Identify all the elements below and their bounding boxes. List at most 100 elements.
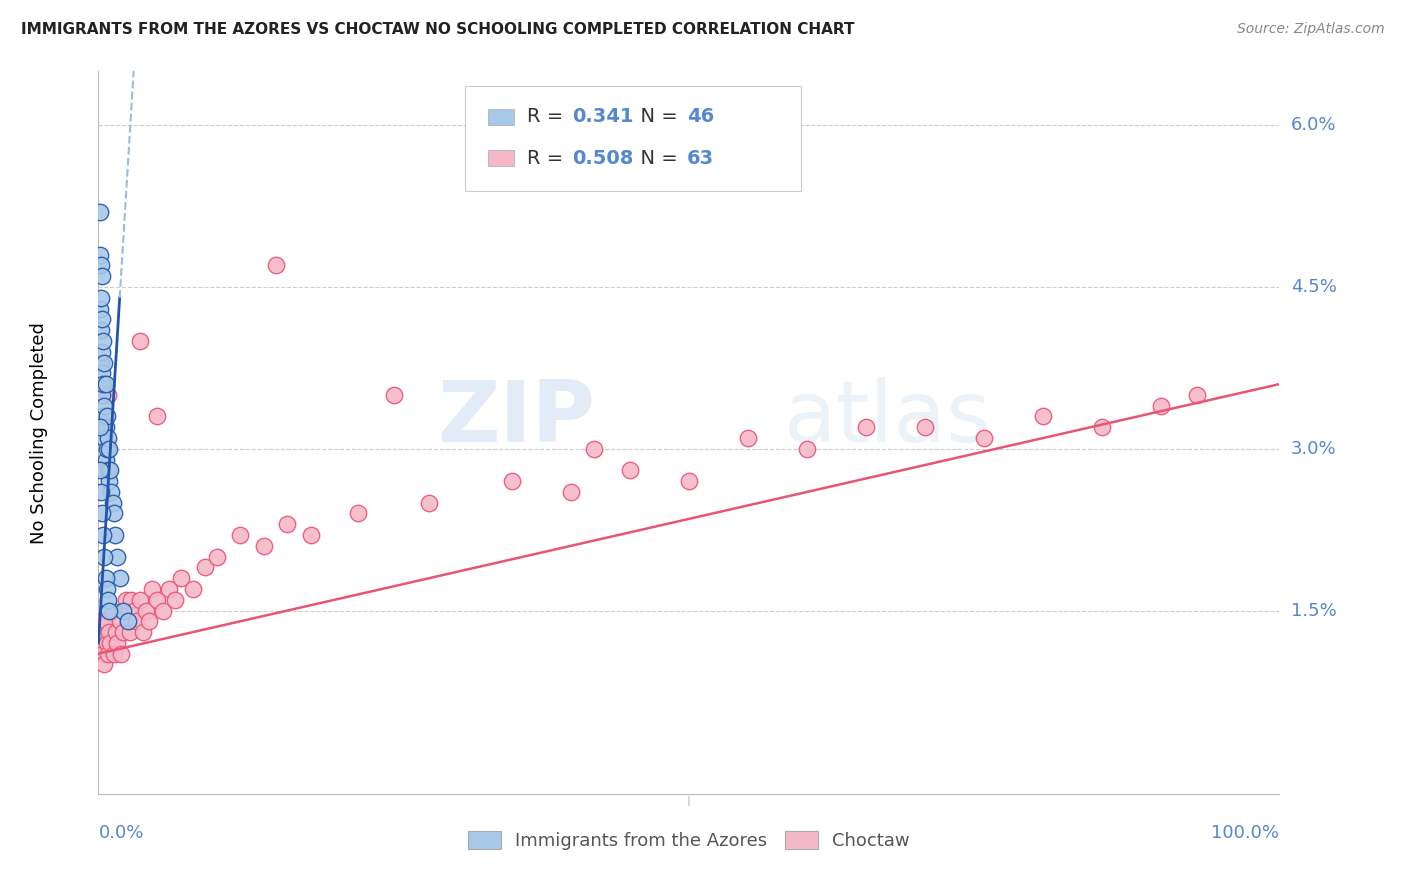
Point — [91, 388, 114, 402]
Point — [91, 367, 114, 381]
Point — [98, 625, 121, 640]
Point — [101, 603, 124, 617]
Point — [253, 539, 276, 553]
Point — [91, 269, 114, 284]
Point — [96, 442, 118, 456]
Point — [91, 409, 114, 424]
Point — [141, 582, 163, 596]
Point — [93, 625, 115, 640]
Point — [90, 323, 112, 337]
Text: IMMIGRANTS FROM THE AZORES VS CHOCTAW NO SCHOOLING COMPLETED CORRELATION CHART: IMMIGRANTS FROM THE AZORES VS CHOCTAW NO… — [21, 22, 855, 37]
Point — [973, 431, 995, 445]
Point — [104, 528, 127, 542]
Point — [101, 496, 124, 510]
Point — [98, 603, 121, 617]
Point — [737, 431, 759, 445]
Point — [100, 484, 122, 499]
Point — [165, 592, 187, 607]
Point — [93, 355, 115, 369]
Text: ZIP: ZIP — [437, 376, 595, 459]
Text: No Schooling Completed: No Schooling Completed — [31, 322, 48, 543]
Text: R =: R = — [527, 107, 569, 127]
Point — [855, 420, 877, 434]
Text: 0.0%: 0.0% — [98, 824, 143, 842]
Point — [796, 442, 818, 456]
Point — [560, 484, 582, 499]
Text: 100.0%: 100.0% — [1212, 824, 1279, 842]
Point — [90, 259, 112, 273]
Point — [89, 463, 111, 477]
Text: 3.0%: 3.0% — [1291, 440, 1336, 458]
Point — [98, 636, 121, 650]
Point — [91, 507, 114, 521]
Point — [89, 301, 111, 316]
Text: 6.0%: 6.0% — [1291, 116, 1336, 135]
Text: N =: N = — [627, 149, 683, 168]
Point — [93, 399, 115, 413]
Point — [89, 625, 111, 640]
Point — [121, 592, 143, 607]
Point — [103, 647, 125, 661]
Point — [105, 549, 128, 564]
Point — [205, 549, 228, 564]
Point — [181, 582, 204, 596]
Point — [194, 560, 217, 574]
Point — [110, 647, 132, 661]
Point — [91, 615, 114, 629]
Point — [89, 420, 111, 434]
Point — [93, 549, 115, 564]
Point — [98, 474, 121, 488]
Point — [91, 312, 114, 326]
Point — [94, 571, 117, 585]
Point — [108, 615, 131, 629]
Point — [114, 592, 136, 607]
Point — [98, 463, 121, 477]
Point — [94, 615, 117, 629]
Point — [94, 377, 117, 392]
Point — [90, 636, 112, 650]
Legend: Immigrants from the Azores, Choctaw: Immigrants from the Azores, Choctaw — [461, 823, 917, 857]
FancyBboxPatch shape — [488, 150, 515, 166]
Point — [96, 582, 118, 596]
Point — [678, 474, 700, 488]
Point — [125, 615, 148, 629]
Point — [128, 334, 150, 348]
FancyBboxPatch shape — [464, 86, 801, 191]
Text: 0.508: 0.508 — [572, 149, 633, 168]
Point — [264, 259, 287, 273]
Point — [170, 571, 193, 585]
Point — [91, 344, 114, 359]
Point — [146, 409, 169, 424]
Point — [1185, 388, 1208, 402]
Point — [89, 248, 111, 262]
Point — [132, 625, 155, 640]
Text: R =: R = — [527, 149, 569, 168]
Point — [146, 592, 169, 607]
Point — [94, 420, 117, 434]
Point — [347, 507, 370, 521]
Point — [97, 647, 120, 661]
Point — [501, 474, 523, 488]
Point — [97, 592, 120, 607]
Point — [157, 582, 180, 596]
Point — [98, 442, 121, 456]
Point — [93, 463, 115, 477]
Point — [229, 528, 252, 542]
Point — [1150, 399, 1173, 413]
Point — [276, 517, 298, 532]
Point — [94, 452, 117, 467]
Point — [91, 334, 114, 348]
Text: 63: 63 — [686, 149, 714, 168]
Point — [112, 625, 135, 640]
Point — [583, 442, 606, 456]
Point — [96, 409, 118, 424]
Point — [382, 388, 405, 402]
Point — [96, 636, 118, 650]
Point — [105, 636, 128, 650]
Point — [97, 431, 120, 445]
Point — [120, 625, 142, 640]
Point — [93, 657, 115, 672]
Point — [97, 463, 120, 477]
Point — [108, 571, 131, 585]
Text: 1.5%: 1.5% — [1291, 601, 1336, 620]
